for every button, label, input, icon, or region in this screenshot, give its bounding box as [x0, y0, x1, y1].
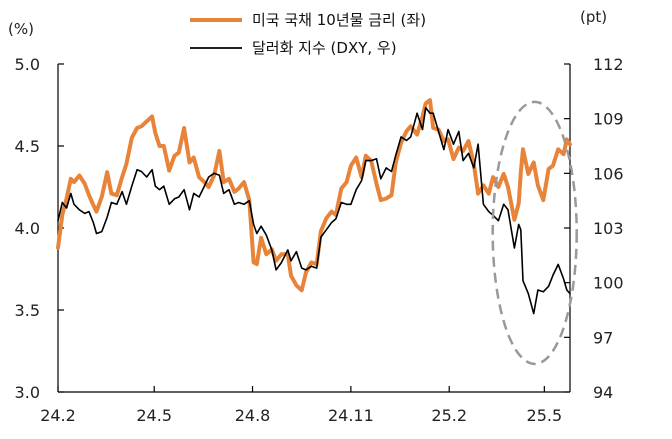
x-tick-label: 24.2	[40, 406, 76, 425]
tick-labels: 3.0 3.5 4.0 4.5 5.0 94 97 100 103 106 109 112 24.2 24…	[15, 55, 624, 425]
us-10y-yield-line	[56, 98, 572, 293]
dxy-index-line	[57, 106, 571, 315]
left-y-tick-label: 3.5	[15, 301, 40, 320]
right-y-tick-label: 94	[593, 383, 613, 402]
series-lines	[56, 98, 572, 315]
legend-label-us-10y: 미국 국채 10년물 금리 (좌)	[252, 11, 426, 29]
right-y-tick-label: 106	[593, 164, 624, 183]
right-y-tick-label: 109	[593, 110, 624, 129]
right-y-tick-label: 112	[593, 55, 624, 74]
right-axis-unit: (pt)	[580, 8, 607, 26]
left-y-tick-label: 4.5	[15, 137, 40, 156]
right-y-tick-label: 97	[593, 328, 613, 347]
legend: 미국 국채 10년물 금리 (좌) 달러화 지수 (DXY, 우)	[190, 11, 426, 57]
legend-label-dxy: 달러화 지수 (DXY, 우)	[252, 39, 397, 57]
highlight-dashed-ellipse	[491, 100, 578, 366]
x-tick-label: 25.2	[431, 406, 467, 425]
x-tick-label: 24.5	[136, 406, 172, 425]
x-tick-label: 25.5	[527, 406, 563, 425]
left-y-tick-label: 4.0	[15, 219, 40, 238]
right-y-tick-label: 103	[593, 219, 624, 238]
left-y-tick-label: 5.0	[15, 55, 40, 74]
right-y-tick-label: 100	[593, 274, 624, 293]
x-tick-label: 24.11	[328, 406, 374, 425]
left-axis-unit: (%)	[8, 20, 34, 38]
x-tick-label: 24.8	[235, 406, 271, 425]
left-y-tick-label: 3.0	[15, 383, 40, 402]
